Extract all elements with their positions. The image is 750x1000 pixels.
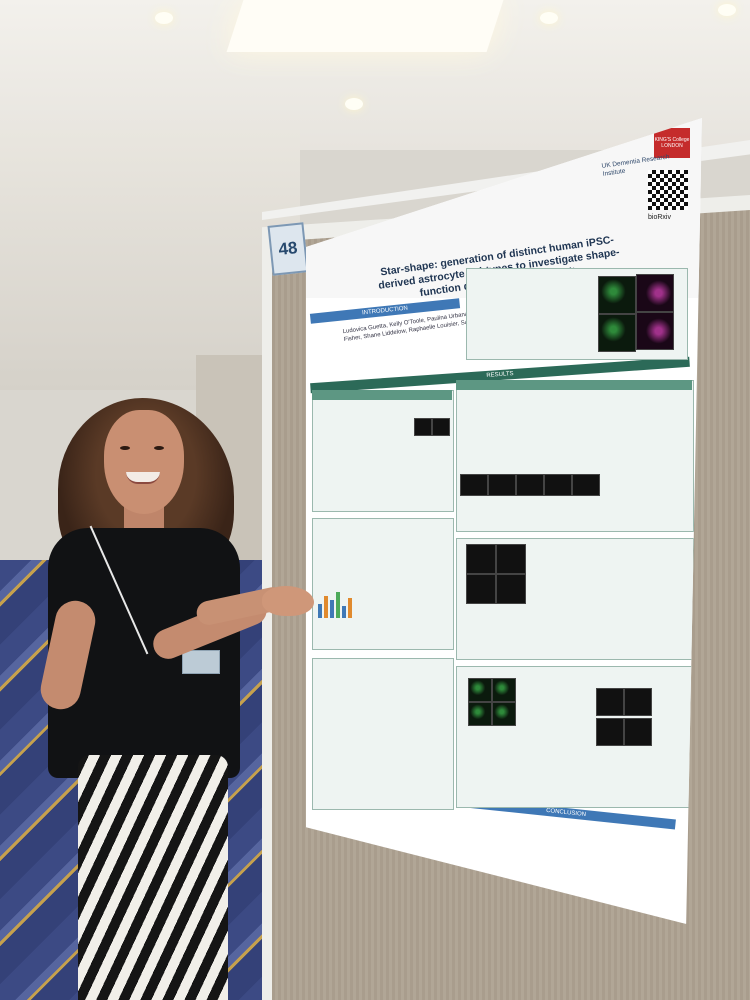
micrograph xyxy=(598,276,636,314)
micrograph xyxy=(572,474,600,496)
micrograph xyxy=(492,678,516,702)
micrograph xyxy=(624,718,652,746)
person-hand-gesturing xyxy=(262,586,314,616)
person-smile xyxy=(126,472,160,484)
ceiling-light xyxy=(718,4,736,16)
person-eye xyxy=(120,446,130,450)
ceiling-light xyxy=(540,12,558,24)
results-panel-a xyxy=(312,390,454,512)
micrograph xyxy=(624,688,652,716)
micrograph xyxy=(598,314,636,352)
results-panel-e xyxy=(312,658,454,810)
micrograph xyxy=(516,474,544,496)
micrograph xyxy=(636,312,674,350)
results-panel-c xyxy=(312,518,454,650)
micrograph xyxy=(466,574,496,604)
micrograph xyxy=(596,688,624,716)
qr-code-icon xyxy=(648,170,688,210)
board-number-tag: 48 xyxy=(267,222,309,276)
micrograph xyxy=(466,544,496,574)
micrograph xyxy=(496,544,526,574)
ceiling-light xyxy=(345,98,363,110)
micrograph xyxy=(468,678,492,702)
micrograph xyxy=(414,418,432,436)
preprint-label: bioRxiv xyxy=(648,214,671,221)
ceiling-light-strip xyxy=(226,0,504,52)
micrograph xyxy=(492,702,516,726)
person-eye xyxy=(154,446,164,450)
micrograph xyxy=(636,274,674,312)
results-panel-f xyxy=(456,380,694,532)
micrograph xyxy=(460,474,488,496)
person-face xyxy=(104,410,184,514)
micrograph xyxy=(596,718,624,746)
micrograph xyxy=(432,418,450,436)
person-patterned-trousers xyxy=(78,755,228,1000)
name-badge xyxy=(182,650,220,674)
micrograph xyxy=(496,574,526,604)
ceiling-light xyxy=(155,12,173,24)
panel-header xyxy=(312,390,452,400)
micrograph xyxy=(468,702,492,726)
hall-background xyxy=(0,130,300,390)
research-poster: KING'S College LONDON UK Dementia Resear… xyxy=(306,118,702,924)
micrograph xyxy=(488,474,516,496)
bar-chart-icon xyxy=(318,588,352,618)
micrograph xyxy=(544,474,572,496)
panel-header xyxy=(456,380,692,390)
university-logo: KING'S College LONDON xyxy=(654,128,690,158)
ceiling xyxy=(0,0,750,150)
